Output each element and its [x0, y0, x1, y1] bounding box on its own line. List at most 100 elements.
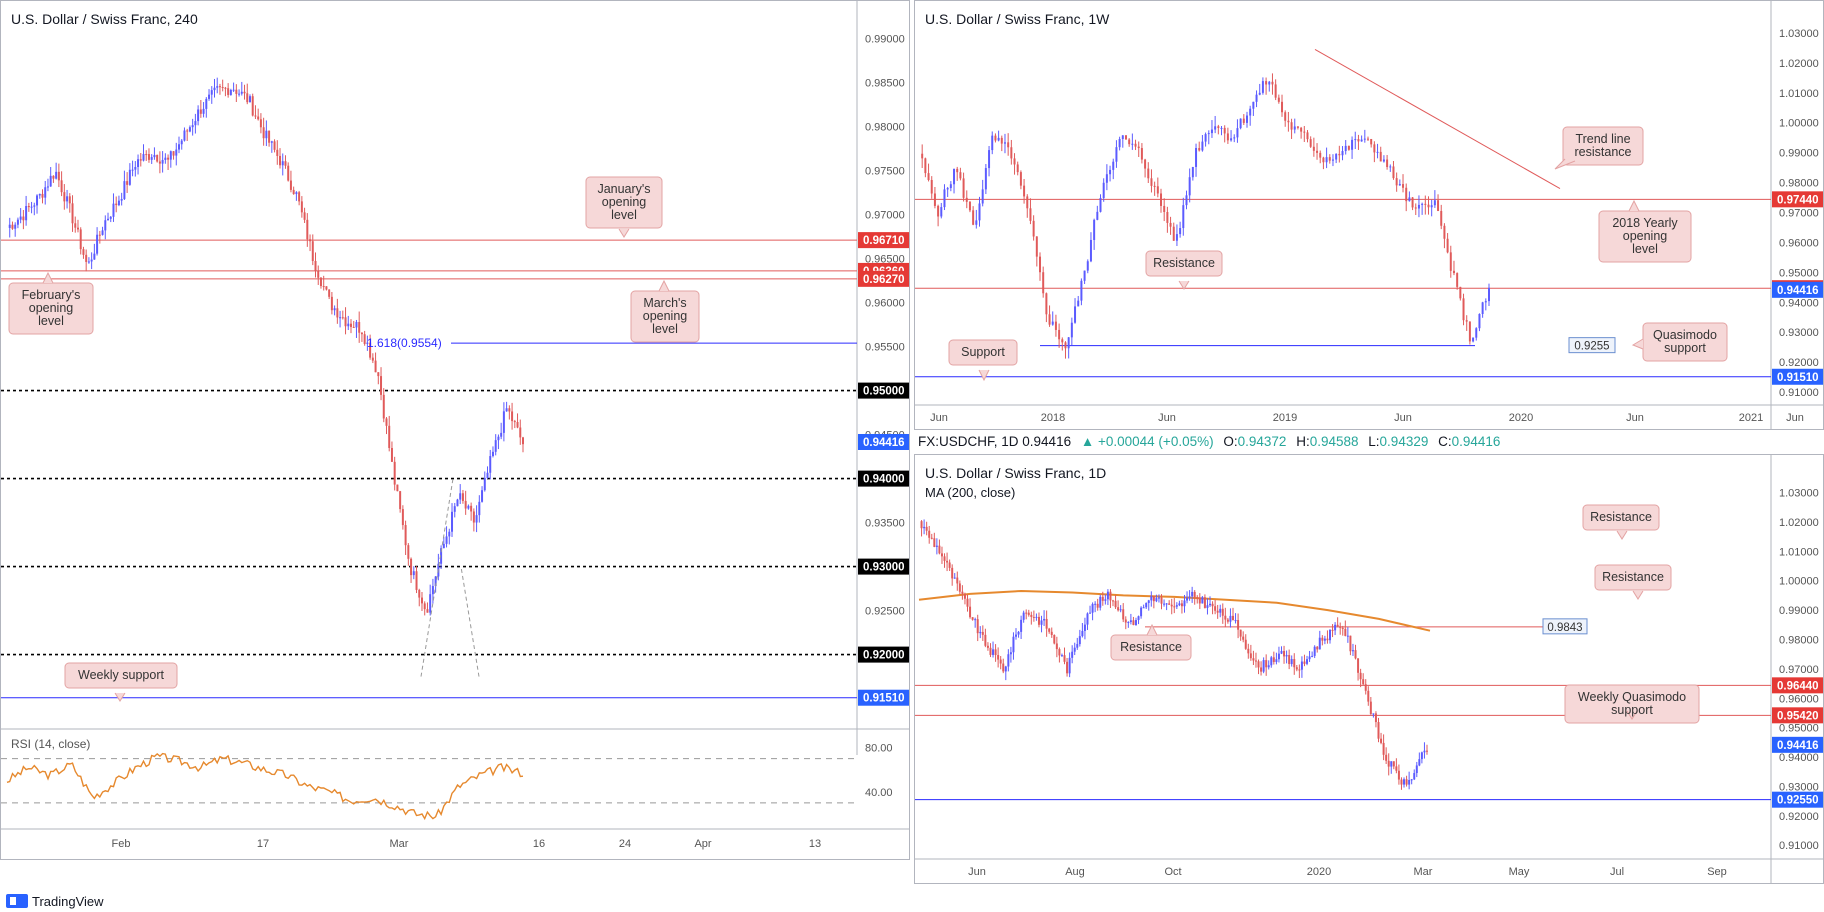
candle-body	[958, 583, 961, 592]
x-tick-label: 2021	[1739, 412, 1763, 424]
candle-body	[445, 536, 448, 544]
candle-body	[1347, 145, 1350, 150]
candle-body	[1128, 139, 1131, 145]
candle-body	[279, 155, 282, 166]
candle-body	[117, 200, 120, 206]
callout-label: Trend line	[1575, 132, 1630, 146]
x-tick-label: Mar	[1414, 866, 1433, 878]
candle-body	[930, 537, 933, 539]
callout-label: level	[611, 208, 637, 222]
candle-body	[14, 224, 17, 229]
candle-body	[197, 109, 200, 122]
price-label-box	[1772, 791, 1823, 808]
callout-pointer	[618, 228, 630, 238]
price-label-box	[858, 433, 909, 450]
candle-body	[1198, 597, 1201, 604]
candle-body	[1009, 652, 1012, 655]
candle-body	[107, 218, 110, 221]
candle-body	[38, 193, 41, 196]
candle-body	[1351, 650, 1354, 652]
candle-body	[1147, 600, 1150, 604]
candle-body	[1234, 620, 1237, 622]
candle-body	[1007, 654, 1010, 667]
candle-body	[1433, 200, 1436, 206]
candle-body	[175, 149, 178, 156]
candle-body	[1265, 660, 1268, 668]
candle-body	[1216, 610, 1219, 613]
candle-body	[243, 91, 246, 94]
y-tick-label: 0.95500	[865, 342, 905, 354]
chart-canvas-daily[interactable]: 1.03000 1.02000 1.01000 1.00000 0.99000 0.980…	[915, 455, 1824, 884]
candle-body	[311, 241, 314, 261]
candle-body	[407, 545, 410, 559]
candle-body	[213, 87, 216, 91]
callout-label: Support	[961, 345, 1005, 359]
candle-body	[1344, 628, 1347, 636]
candle-body	[1281, 101, 1284, 113]
candle-body	[36, 195, 39, 206]
candle-body	[90, 259, 93, 262]
candle-body	[1086, 261, 1089, 271]
chart-panel-weekly[interactable]: 1.03000 1.02000 1.01000 1.00000 0.99000 0.980…	[914, 0, 1824, 430]
chart-panel-daily[interactable]: 1.03000 1.02000 1.01000 1.00000 0.99000 0.980…	[914, 454, 1824, 884]
candle-body	[1328, 629, 1331, 641]
x-tick-label: Jun	[930, 412, 948, 424]
candle-body	[248, 96, 251, 103]
candle-body	[1377, 722, 1380, 739]
candle-body	[134, 167, 137, 170]
candle-body	[358, 322, 361, 333]
candle-body	[1074, 306, 1077, 323]
candle-body	[1459, 286, 1462, 299]
y-tick-label: 0.96500	[865, 254, 905, 266]
candle-body	[1300, 127, 1303, 132]
candle-body	[448, 531, 451, 537]
chart-title: U.S. Dollar / Swiss Franc, 1W	[925, 11, 1110, 27]
candle-body	[1201, 597, 1204, 604]
candle-body	[355, 322, 358, 328]
candle-body	[1067, 337, 1070, 349]
candle-body	[1387, 760, 1390, 767]
candle-body	[1277, 97, 1280, 102]
candle-body	[199, 109, 202, 114]
candle-body	[1150, 178, 1153, 186]
chart-panel-4h[interactable]: 0.99000 0.98500 0.98000 0.97500 0.97000 0.965…	[0, 0, 910, 860]
candle-body	[1362, 679, 1365, 685]
candle-body	[1414, 207, 1417, 209]
candle-body	[1112, 600, 1115, 602]
callout-box	[1145, 250, 1223, 277]
candle-body	[956, 168, 959, 173]
y-tick-label: 0.96000	[1779, 693, 1819, 705]
candle-body	[366, 342, 369, 344]
candle-body	[949, 184, 952, 189]
candle-body	[1440, 210, 1443, 226]
candle-body	[41, 193, 44, 198]
candle-body	[183, 130, 186, 141]
candle-body	[1134, 620, 1137, 626]
candle-body	[1249, 653, 1252, 659]
callout-pointer	[42, 271, 54, 284]
candle-body	[1039, 256, 1042, 273]
candle-body	[1326, 638, 1329, 641]
candle-body	[333, 308, 336, 311]
candle-body	[963, 593, 966, 599]
tradingview-logo-icon	[6, 894, 28, 908]
chart-title: U.S. Dollar / Swiss Franc, 1D	[925, 465, 1107, 481]
x-tick-label: 2020	[1307, 866, 1331, 878]
candle-body	[1390, 761, 1393, 767]
candle-body	[1372, 713, 1375, 715]
x-tick-label: Sep	[1707, 866, 1727, 878]
chart-canvas-weekly[interactable]: 1.03000 1.02000 1.01000 1.00000 0.99000 0.980…	[915, 1, 1824, 430]
candle-body	[1091, 604, 1094, 613]
tradingview-brand[interactable]: TradingView	[6, 892, 104, 910]
callout-label: January's	[597, 182, 650, 196]
price-label: 0.92550	[1777, 795, 1819, 807]
candle-body	[292, 189, 295, 195]
candle-body	[112, 203, 115, 217]
candle-body	[1300, 661, 1303, 670]
candle-body	[1257, 661, 1260, 668]
candle-body	[1249, 108, 1252, 116]
candle-body	[1322, 157, 1325, 163]
candle-body	[167, 157, 170, 160]
candle-body	[254, 115, 257, 117]
chart-canvas-4h[interactable]: 0.99000 0.98500 0.98000 0.97500 0.97000 0.965…	[1, 1, 910, 860]
